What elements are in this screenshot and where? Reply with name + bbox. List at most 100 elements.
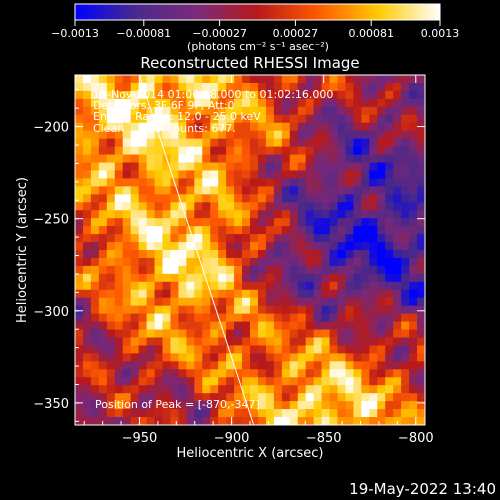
heatmap-cell xyxy=(146,377,156,386)
heatmap-cell xyxy=(377,401,386,410)
heatmap-cell xyxy=(138,98,148,108)
heatmap-cell xyxy=(345,289,354,299)
heatmap-cell xyxy=(257,75,267,84)
heatmap-cell xyxy=(146,210,156,219)
heatmap-cell xyxy=(242,170,251,179)
heatmap-cell xyxy=(122,313,132,323)
heatmap-cell xyxy=(377,98,386,108)
heatmap-cell xyxy=(98,289,108,299)
heatmap-cell xyxy=(313,82,323,92)
heatmap-cell xyxy=(226,194,235,203)
heatmap-cell xyxy=(114,242,124,251)
heatmap-cell xyxy=(242,178,251,187)
heatmap-cell xyxy=(138,313,148,323)
heatmap-cell xyxy=(297,98,307,108)
heatmap-cell xyxy=(409,353,418,362)
heatmap-cell xyxy=(385,385,394,394)
peak-position-label: Position of Peak = [-870,-347] xyxy=(95,398,260,411)
heatmap-cell xyxy=(265,234,275,243)
heatmap-cell xyxy=(122,361,132,370)
heatmap-cell xyxy=(250,186,259,195)
heatmap-cell xyxy=(417,329,425,338)
heatmap-cell xyxy=(369,114,378,124)
heatmap-cell xyxy=(98,218,108,227)
heatmap-cell xyxy=(361,75,370,84)
heatmap-cell xyxy=(273,242,283,251)
heatmap-cell xyxy=(162,337,171,346)
heatmap-cell xyxy=(106,98,116,108)
heatmap-cell xyxy=(257,401,267,410)
heatmap-cell xyxy=(234,393,243,402)
heatmap-cell xyxy=(242,265,251,275)
heatmap-cell xyxy=(305,313,315,323)
heatmap-cell xyxy=(114,281,124,291)
heatmap-cell xyxy=(170,313,179,323)
heatmap-cell xyxy=(138,353,148,362)
footer-timestamp: 19-May-2022 13:40 xyxy=(349,480,496,498)
heatmap-cell xyxy=(337,178,346,187)
heatmap-cell xyxy=(234,401,243,410)
heatmap-cell xyxy=(353,218,362,227)
heatmap-cell xyxy=(281,170,291,179)
heatmap-cell xyxy=(329,162,338,171)
heatmap-cell xyxy=(146,257,156,267)
heatmap-cell xyxy=(106,178,116,187)
heatmap-cell xyxy=(218,305,227,315)
heatmap-cell xyxy=(265,82,275,92)
heatmap-cell xyxy=(393,194,402,203)
x-tick-label: −900 xyxy=(214,431,250,446)
heatmap-cell xyxy=(361,257,370,267)
heatmap-cell xyxy=(178,313,187,323)
heatmap-cell xyxy=(417,226,425,235)
heatmap-cell xyxy=(178,377,187,386)
heatmap-cell xyxy=(289,178,299,187)
heatmap-cell xyxy=(146,345,156,354)
heatmap-cell xyxy=(98,242,108,251)
heatmap-cell xyxy=(146,313,156,323)
heatmap-cell xyxy=(281,130,291,140)
heatmap-cell xyxy=(98,329,108,338)
heatmap-cell xyxy=(186,82,195,92)
heatmap-cell xyxy=(146,321,156,331)
heatmap-cell xyxy=(409,202,418,211)
heatmap-cell xyxy=(202,289,211,299)
heatmap-cell xyxy=(321,90,331,100)
heatmap-cell xyxy=(305,377,315,386)
heatmap-cell xyxy=(106,321,116,331)
heatmap-cell xyxy=(122,273,132,283)
heatmap-cell xyxy=(186,265,195,275)
heatmap-cell xyxy=(329,265,338,275)
heatmap-cell xyxy=(393,257,402,267)
heatmap-cell xyxy=(154,106,163,116)
heatmap-cell xyxy=(75,194,84,203)
heatmap-cell xyxy=(305,234,315,243)
heatmap-cell xyxy=(242,345,251,354)
heatmap-cell xyxy=(210,345,219,354)
heatmap-cell xyxy=(369,265,378,275)
heatmap-cell xyxy=(305,393,315,402)
heatmap-cell xyxy=(154,194,163,203)
heatmap-cell xyxy=(186,273,195,283)
heatmap-cell xyxy=(114,265,124,275)
heatmap-cell xyxy=(90,210,100,219)
heatmap-cell xyxy=(409,409,418,418)
heatmap-cell xyxy=(305,138,315,148)
heatmap-cell xyxy=(186,138,195,148)
heatmap-cell xyxy=(218,329,227,338)
heatmap-cell xyxy=(170,281,179,291)
heatmap-cell xyxy=(401,401,410,410)
heatmap-cell xyxy=(98,154,108,163)
heatmap-cell xyxy=(321,265,331,275)
heatmap-cell xyxy=(202,106,211,116)
heatmap-cell xyxy=(313,409,323,418)
heatmap-cell xyxy=(226,170,235,179)
heatmap-cell xyxy=(130,337,140,346)
heatmap-cell xyxy=(250,130,259,140)
heatmap-cell xyxy=(218,226,227,235)
heatmap-cell xyxy=(194,98,203,108)
heatmap-cell xyxy=(122,75,132,84)
heatmap-cell xyxy=(273,250,283,259)
heatmap-cell xyxy=(305,82,315,92)
heatmap-cell xyxy=(393,170,402,179)
chart-title: Reconstructed RHESSI Image xyxy=(140,54,359,72)
